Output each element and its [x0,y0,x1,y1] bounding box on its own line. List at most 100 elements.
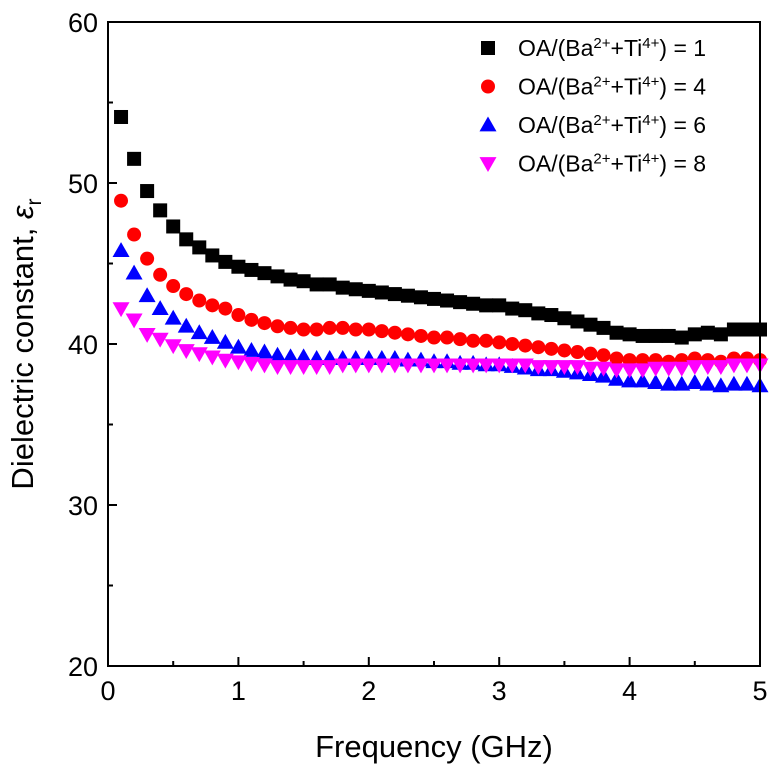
legend-label: OA/(Ba2++Ti4+) = 8 [518,150,706,176]
data-point [282,360,300,376]
x-tick-label: 3 [492,676,507,706]
data-point [151,300,169,315]
legend-marker-icon [481,41,495,55]
data-point [413,290,428,305]
y-tick-label: 60 [68,8,98,38]
data-point [387,287,402,302]
data-point [229,355,247,371]
data-point [738,375,756,391]
data-point [453,295,468,310]
data-point [244,262,259,277]
legend: OA/(Ba2++Ti4+) = 1 OA/(Ba2++Ti4+) = 4 OA/(… [479,35,706,177]
data-point [674,330,689,345]
data-point [595,361,613,377]
data-point [282,348,300,364]
data-point [725,358,743,374]
data-point [192,293,207,308]
data-point [544,308,559,323]
data-point [125,313,143,329]
data-point [699,375,717,391]
data-point [451,358,469,374]
data-point [583,317,598,332]
legend-marker-icon [479,116,497,132]
data-point [647,374,665,390]
y-tick-label: 30 [68,491,98,521]
data-point [127,151,142,166]
data-point [583,346,598,361]
legend-item: OA/(Ba2++Ti4+) = 1 [481,35,706,61]
y-axis-title-symbol: ε [5,205,40,219]
data-point [557,343,572,358]
data-point [544,341,559,356]
data-point [699,360,717,376]
data-point [648,328,663,343]
data-point [596,320,611,335]
data-point [114,109,129,124]
data-point [114,193,129,208]
data-point [229,338,247,354]
data-point [505,301,520,316]
data-point [308,360,326,376]
data-point [138,287,156,303]
data-point [660,375,678,391]
data-point [399,358,417,374]
data-point [518,338,533,353]
data-point [726,322,741,337]
data-point [231,259,246,274]
series-1 [114,109,767,345]
x-tick-label: 4 [622,676,637,706]
data-point [453,332,468,347]
legend-marker-icon [479,157,497,172]
data-point [269,346,287,362]
data-point [686,360,704,376]
data-point [427,330,441,345]
data-point [309,322,324,337]
data-point [568,360,586,376]
data-point [492,298,507,313]
data-point [216,333,234,349]
data-point [739,322,754,337]
data-point [542,360,560,376]
legend-item: OA/(Ba2++Ti4+) = 6 [479,112,706,138]
data-point [687,327,702,342]
data-point [531,340,546,355]
data-point [570,345,585,360]
data-point [231,308,246,323]
data-point [608,363,626,379]
data-point [386,358,404,374]
data-point [673,361,691,377]
y-axis-title-subscript: r [23,198,46,205]
data-point [712,360,730,376]
legend-marker-icon [481,79,495,94]
data-point [283,320,298,335]
x-tick-label: 2 [361,676,376,706]
data-point [505,337,520,351]
data-point [479,333,494,348]
data-point [255,358,273,374]
data-point [492,335,507,350]
legend-label: OA/(Ba2++Ti4+) = 6 [518,112,706,138]
y-tick-label: 40 [68,330,98,360]
data-point [440,330,455,345]
data-point [295,360,313,376]
data-point [218,301,233,316]
data-point [374,285,389,300]
data-marks [112,109,769,393]
data-point [518,303,533,318]
y-axis-title: Dielectric constant, εr [5,198,46,489]
x-tick-label: 5 [752,676,767,706]
data-point [609,325,624,340]
data-point [608,370,626,386]
data-point [190,324,208,340]
data-point [348,322,363,337]
data-point [177,344,195,359]
data-point [609,351,624,366]
data-point [347,358,365,374]
data-point [503,358,521,374]
data-point [647,361,665,377]
data-point [255,343,273,359]
data-point [712,377,730,393]
data-point [686,374,704,390]
data-point [269,360,287,376]
data-point [309,277,324,292]
